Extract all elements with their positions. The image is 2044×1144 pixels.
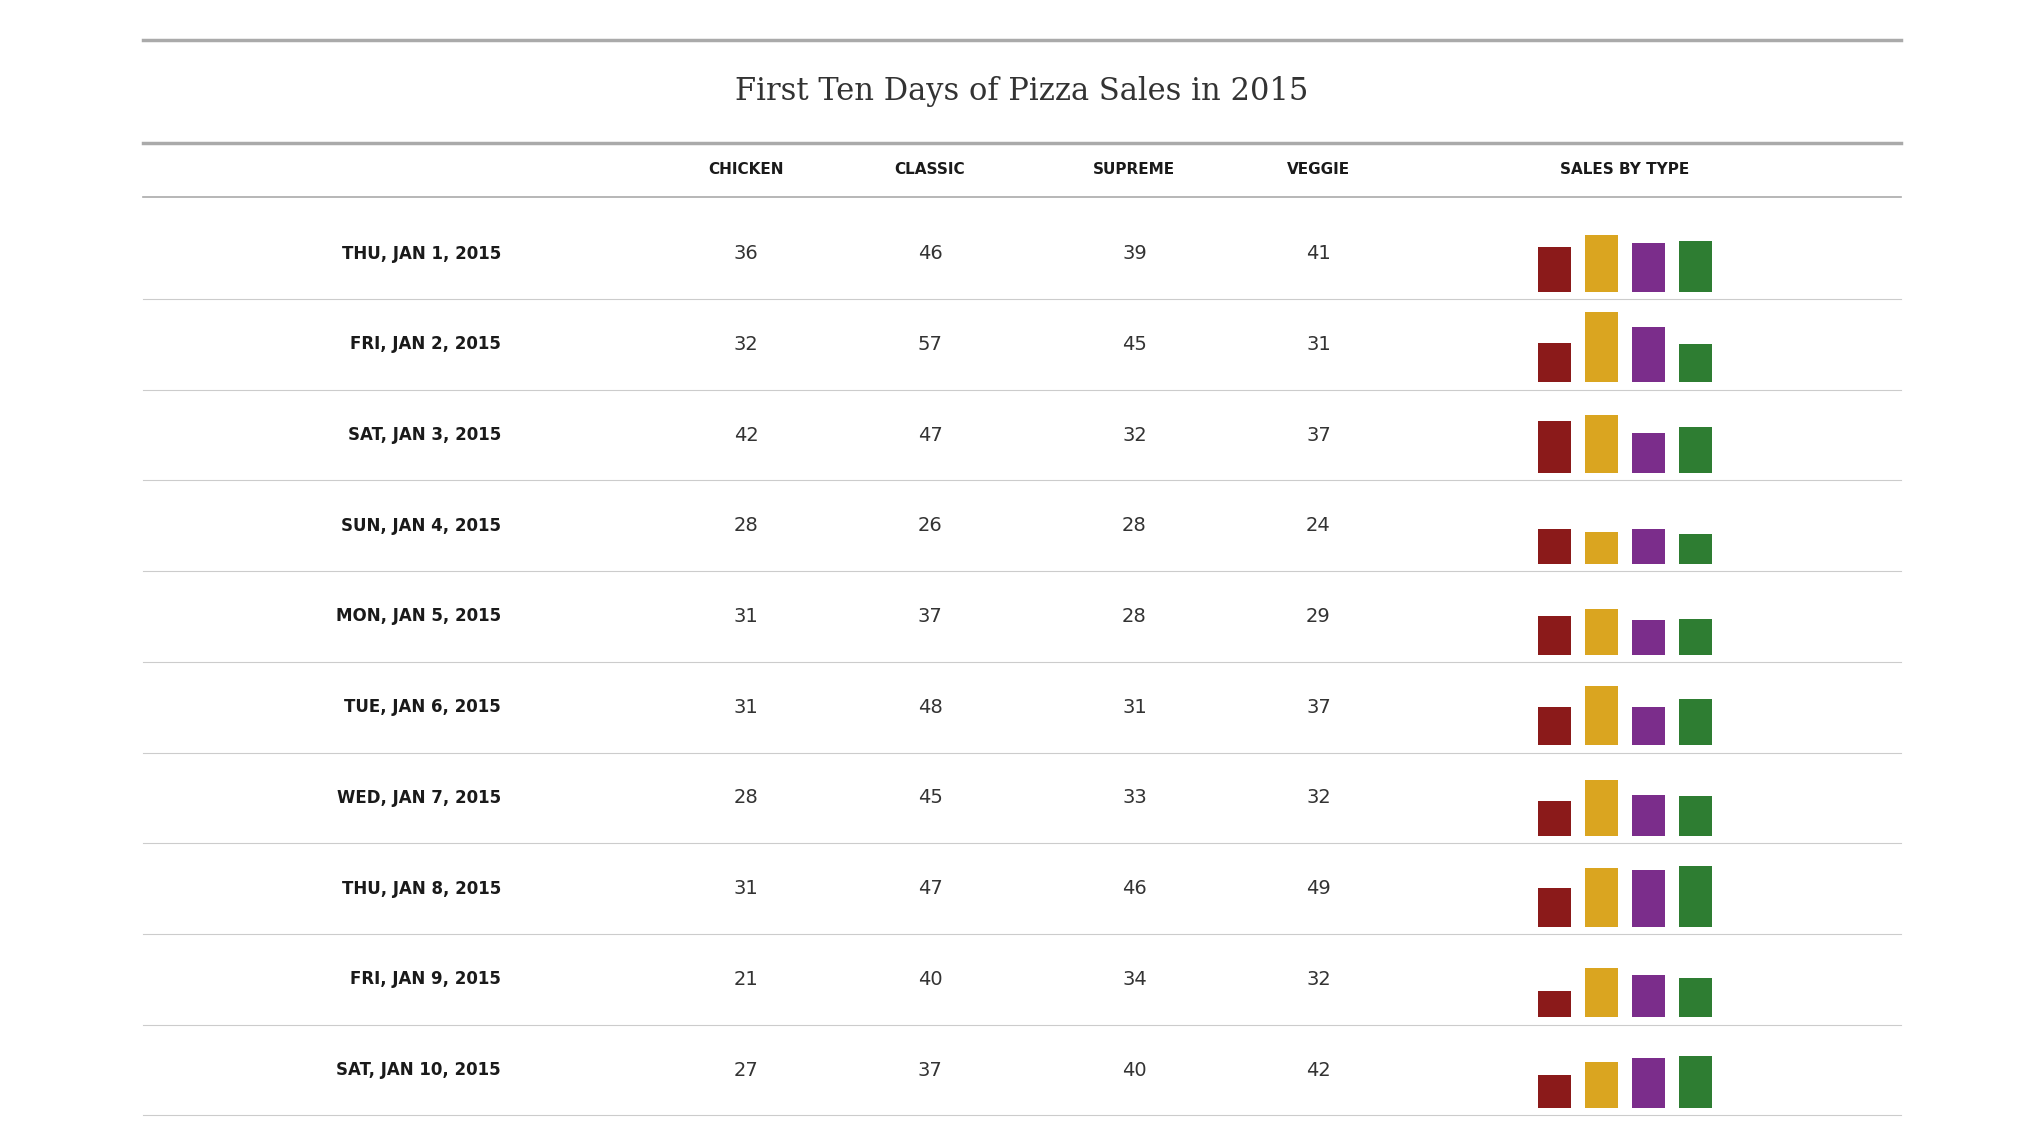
- Text: 28: 28: [734, 788, 758, 808]
- Text: 42: 42: [1306, 1060, 1331, 1080]
- Text: 26: 26: [918, 516, 942, 535]
- Bar: [1678, 866, 1711, 927]
- Text: 31: 31: [734, 879, 758, 898]
- Bar: [1539, 247, 1570, 292]
- Bar: [1586, 780, 1619, 836]
- Text: 32: 32: [1306, 970, 1331, 988]
- Text: 45: 45: [918, 788, 942, 808]
- Text: WED, JAN 7, 2015: WED, JAN 7, 2015: [337, 789, 501, 807]
- Text: 47: 47: [918, 879, 942, 898]
- Bar: [1539, 421, 1570, 474]
- Text: 21: 21: [734, 970, 758, 988]
- Bar: [1539, 343, 1570, 382]
- Text: 31: 31: [1306, 335, 1331, 353]
- Text: 37: 37: [918, 607, 942, 626]
- Text: 37: 37: [918, 1060, 942, 1080]
- Bar: [1633, 795, 1664, 836]
- Bar: [1678, 796, 1711, 836]
- Text: 42: 42: [734, 426, 758, 445]
- Bar: [1586, 868, 1619, 927]
- Text: SUN, JAN 4, 2015: SUN, JAN 4, 2015: [341, 517, 501, 534]
- Text: SAT, JAN 10, 2015: SAT, JAN 10, 2015: [335, 1060, 501, 1079]
- Text: VEGGIE: VEGGIE: [1288, 162, 1349, 177]
- Bar: [1633, 1058, 1664, 1109]
- Text: THU, JAN 1, 2015: THU, JAN 1, 2015: [341, 245, 501, 263]
- Bar: [1539, 992, 1570, 1017]
- Bar: [1539, 888, 1570, 927]
- Bar: [1633, 244, 1664, 292]
- Text: CLASSIC: CLASSIC: [895, 162, 965, 177]
- Text: 47: 47: [918, 426, 942, 445]
- Text: 31: 31: [734, 698, 758, 716]
- Text: 28: 28: [1122, 516, 1147, 535]
- Text: 27: 27: [734, 1060, 758, 1080]
- Bar: [1633, 869, 1664, 927]
- Text: 34: 34: [1122, 970, 1147, 988]
- Text: 28: 28: [1122, 607, 1147, 626]
- Bar: [1633, 620, 1664, 654]
- Text: 33: 33: [1122, 788, 1147, 808]
- Bar: [1633, 975, 1664, 1017]
- Text: 46: 46: [918, 244, 942, 263]
- Bar: [1539, 801, 1570, 836]
- Bar: [1539, 529, 1570, 564]
- Text: 32: 32: [1122, 426, 1147, 445]
- Text: SUPREME: SUPREME: [1094, 162, 1175, 177]
- Bar: [1678, 534, 1711, 564]
- Text: 57: 57: [918, 335, 942, 353]
- Bar: [1633, 326, 1664, 382]
- Bar: [1678, 619, 1711, 654]
- Bar: [1586, 235, 1619, 292]
- Bar: [1586, 415, 1619, 474]
- Text: 37: 37: [1306, 426, 1331, 445]
- Bar: [1633, 434, 1664, 474]
- Text: 31: 31: [734, 607, 758, 626]
- Text: 46: 46: [1122, 879, 1147, 898]
- Bar: [1586, 968, 1619, 1017]
- Text: FRI, JAN 2, 2015: FRI, JAN 2, 2015: [350, 335, 501, 353]
- Text: 37: 37: [1306, 698, 1331, 716]
- Text: SAT, JAN 3, 2015: SAT, JAN 3, 2015: [347, 426, 501, 444]
- Text: 28: 28: [734, 516, 758, 535]
- Bar: [1586, 609, 1619, 654]
- Bar: [1678, 1056, 1711, 1109]
- Text: 41: 41: [1306, 244, 1331, 263]
- Text: 32: 32: [734, 335, 758, 353]
- Text: 24: 24: [1306, 516, 1331, 535]
- Text: 45: 45: [1122, 335, 1147, 353]
- Text: 36: 36: [734, 244, 758, 263]
- Bar: [1633, 529, 1664, 564]
- Bar: [1539, 1074, 1570, 1109]
- Text: CHICKEN: CHICKEN: [709, 162, 783, 177]
- Text: 29: 29: [1306, 607, 1331, 626]
- Text: 39: 39: [1122, 244, 1147, 263]
- Bar: [1678, 699, 1711, 745]
- Bar: [1586, 1063, 1619, 1109]
- Bar: [1678, 978, 1711, 1017]
- Text: First Ten Days of Pizza Sales in 2015: First Ten Days of Pizza Sales in 2015: [736, 76, 1308, 108]
- Text: THU, JAN 8, 2015: THU, JAN 8, 2015: [341, 880, 501, 898]
- Text: TUE, JAN 6, 2015: TUE, JAN 6, 2015: [343, 698, 501, 716]
- Text: 31: 31: [1122, 698, 1147, 716]
- Text: 40: 40: [918, 970, 942, 988]
- Text: 32: 32: [1306, 788, 1331, 808]
- Bar: [1633, 707, 1664, 745]
- Text: SALES BY TYPE: SALES BY TYPE: [1560, 162, 1690, 177]
- Bar: [1586, 532, 1619, 564]
- Bar: [1539, 617, 1570, 654]
- Bar: [1586, 311, 1619, 382]
- Bar: [1539, 707, 1570, 745]
- Bar: [1678, 344, 1711, 382]
- Bar: [1586, 685, 1619, 745]
- Bar: [1678, 240, 1711, 292]
- Text: 48: 48: [918, 698, 942, 716]
- Text: FRI, JAN 9, 2015: FRI, JAN 9, 2015: [350, 970, 501, 988]
- Text: 49: 49: [1306, 879, 1331, 898]
- Text: 40: 40: [1122, 1060, 1147, 1080]
- Bar: [1678, 427, 1711, 474]
- Text: MON, JAN 5, 2015: MON, JAN 5, 2015: [335, 607, 501, 626]
